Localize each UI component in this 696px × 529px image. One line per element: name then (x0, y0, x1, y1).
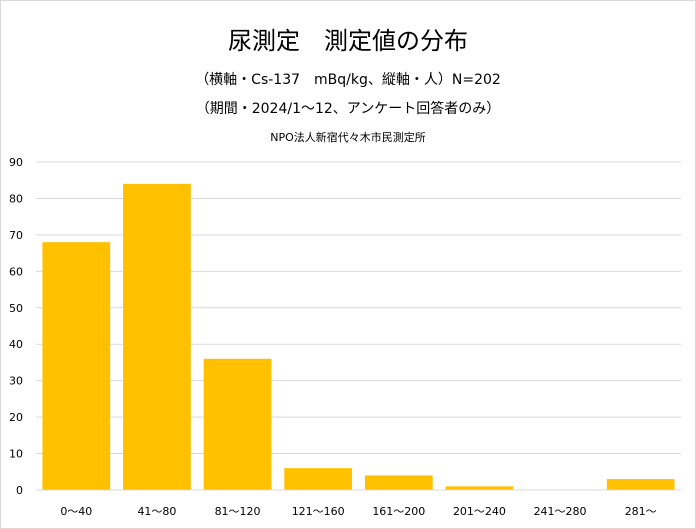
x-axis-ticks: 0～40 41～80 81～120 121～160 161～200 201～240 241～… (60, 505, 656, 518)
bar (284, 468, 353, 490)
x-tick-label: 121～160 (292, 505, 345, 518)
x-tick-label: 281～ (625, 505, 657, 518)
chart-subtitle-2: （期間・2024/1～12、アンケート回答者のみ） (195, 101, 501, 117)
bar (364, 475, 433, 490)
y-tick-label: 0 (16, 484, 23, 497)
y-tick-label: 50 (9, 302, 23, 315)
y-tick-label: 70 (9, 229, 23, 242)
x-tick-label: 241～280 (534, 505, 587, 518)
x-tick-label: 0～40 (60, 505, 92, 518)
bar (445, 486, 514, 490)
x-tick-label: 41～80 (137, 505, 176, 518)
y-tick-label: 20 (9, 411, 23, 424)
y-tick-label: 30 (9, 375, 23, 388)
y-tick-label: 10 (9, 448, 23, 461)
bar (203, 358, 272, 490)
chart-title: 尿測定 測定値の分布 (228, 27, 468, 55)
y-tick-label: 80 (9, 192, 23, 205)
bar (42, 242, 111, 490)
bar (123, 183, 191, 490)
x-tick-label: 201～240 (453, 505, 506, 518)
x-tick-label: 161～200 (372, 505, 425, 518)
chart-source: NPO法人新宿代々木市民測定所 (270, 131, 426, 144)
chart-subtitle-1: （横軸・Cs-137 mBq/kg、縦軸・人）N=202 (195, 72, 501, 88)
y-tick-label: 90 (9, 156, 23, 169)
bar (606, 479, 675, 490)
x-tick-label: 81～120 (215, 505, 261, 518)
y-tick-label: 60 (9, 265, 23, 278)
y-tick-label: 40 (9, 338, 23, 351)
y-axis-ticks: 0 10 20 30 40 50 60 70 80 90 (9, 156, 23, 497)
bars (42, 183, 675, 490)
